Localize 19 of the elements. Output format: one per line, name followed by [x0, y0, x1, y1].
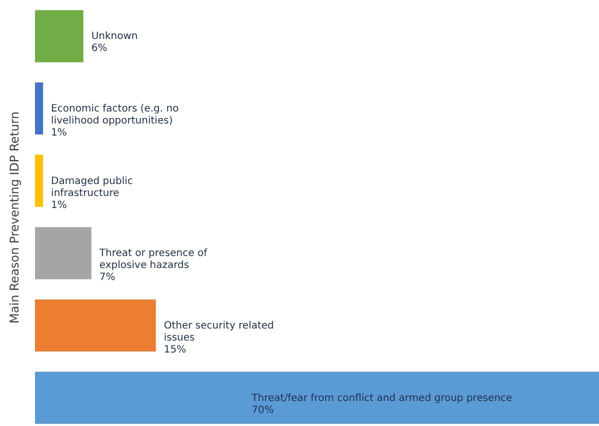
data-label: 70%: [252, 404, 274, 416]
bar: [35, 299, 156, 352]
data-label: 1%: [51, 128, 67, 139]
bar: [35, 154, 44, 207]
y-tick-label: Threat/fear from conflict and armed group presence: [250, 392, 512, 404]
y-tick-label: Unknown: [91, 31, 138, 42]
data-label: 7%: [99, 272, 116, 284]
y-tick-label: Threat or presence of explosive hazards: [98, 248, 208, 272]
y-tick-label: Economic factors (e.g. no livelihood opportunities): [51, 104, 179, 127]
y-axis-title: Main Reason Preventing IDP Return: [8, 112, 22, 324]
bar: [35, 227, 92, 280]
y-tick-label: Damaged public infrastructure: [51, 176, 133, 199]
bar: [35, 82, 44, 135]
bar: [35, 372, 599, 424]
data-label: 15%: [164, 344, 186, 356]
bar: [35, 10, 84, 62]
y-tick-label: Other security related issues: [164, 320, 274, 344]
data-label: 1%: [51, 200, 67, 211]
data-label: 6%: [91, 43, 108, 54]
